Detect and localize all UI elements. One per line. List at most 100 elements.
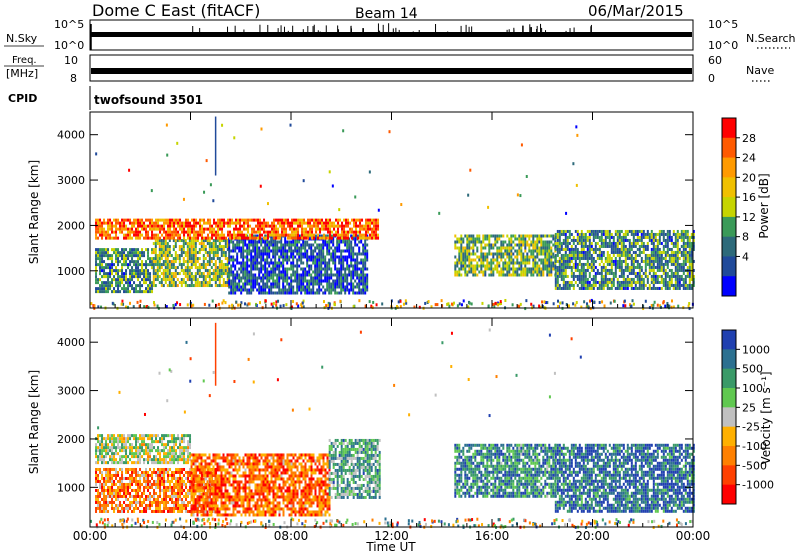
data-cell (177, 224, 180, 228)
data-cell (332, 288, 335, 292)
data-cell (275, 224, 278, 228)
data-cell (341, 230, 344, 234)
data-cell (322, 255, 325, 259)
data-cell (362, 276, 365, 280)
data-cell (107, 227, 110, 231)
data-cell (462, 261, 465, 265)
data-cell (137, 248, 140, 252)
data-cell (688, 277, 691, 281)
data-cell (205, 221, 208, 225)
data-cell (158, 251, 161, 255)
data-cell (460, 246, 463, 250)
data-cell (536, 264, 539, 268)
data-cell (165, 230, 168, 234)
data-cell (542, 261, 545, 265)
data-cell (616, 262, 619, 266)
data-cell (196, 281, 199, 285)
data-cell (180, 245, 183, 249)
data-cell (263, 230, 266, 234)
data-cell (113, 236, 116, 240)
data-cell (564, 235, 567, 239)
data-cell (508, 240, 511, 244)
data-cell (524, 237, 527, 241)
data-cell (658, 256, 661, 260)
data-cell (362, 243, 365, 247)
scatter-cell (588, 299, 591, 303)
data-cell (259, 227, 262, 231)
data-cell (660, 262, 663, 266)
data-cell (217, 236, 220, 240)
data-cell (590, 247, 593, 251)
data-cell (187, 236, 190, 240)
data-cell (117, 485, 120, 489)
data-cell (133, 230, 136, 234)
data-cell (246, 273, 249, 277)
data-cell (117, 473, 120, 477)
data-cell (188, 242, 191, 246)
data-cell (109, 485, 112, 489)
data-cell (678, 235, 681, 239)
data-cell (292, 273, 295, 277)
scatter-cell (652, 303, 655, 307)
data-cell (257, 227, 260, 231)
data-cell (576, 229, 579, 233)
data-cell (660, 265, 663, 269)
data-cell (95, 257, 98, 261)
scatter-cell (172, 303, 175, 307)
data-cell (274, 249, 277, 253)
scatter-cell (333, 302, 336, 306)
data-cell (522, 258, 525, 262)
data-cell (630, 244, 633, 248)
data-cell (474, 267, 477, 271)
data-cell (135, 248, 138, 252)
data-cell (319, 236, 322, 240)
data-cell (646, 232, 649, 236)
data-cell (490, 267, 493, 271)
scatter-cell (623, 299, 626, 303)
data-cell (254, 246, 257, 250)
data-cell (101, 275, 104, 279)
data-cell (462, 240, 465, 244)
scatter-cell (260, 127, 263, 131)
data-cell (582, 256, 585, 260)
data-cell (640, 232, 643, 236)
data-cell (634, 283, 637, 287)
data-cell (682, 256, 685, 260)
scatter-cell (586, 302, 589, 306)
data-cell (153, 221, 156, 225)
data-cell (222, 272, 225, 276)
data-cell (516, 267, 519, 271)
data-cell (330, 252, 333, 256)
data-cell (193, 233, 196, 237)
data-cell (258, 249, 261, 253)
data-cell (371, 233, 374, 237)
data-cell (466, 258, 469, 262)
data-cell (99, 491, 102, 495)
data-cell (125, 467, 128, 471)
data-cell (320, 276, 323, 280)
scatter-cell (574, 303, 577, 307)
data-cell (196, 284, 199, 288)
data-cell (316, 288, 319, 292)
data-cell (236, 258, 239, 262)
data-cell (208, 251, 211, 255)
data-cell (105, 284, 108, 288)
scatter-cell (469, 168, 472, 172)
data-cell (180, 254, 183, 258)
scatter-cell (165, 123, 168, 127)
data-cell (192, 254, 195, 258)
data-cell (656, 277, 659, 281)
data-cell (580, 277, 583, 281)
data-cell (246, 279, 249, 283)
data-cell (137, 221, 140, 225)
data-cell (548, 264, 551, 268)
data-cell (237, 236, 240, 240)
data-cell (275, 230, 278, 234)
data-cell (470, 261, 473, 265)
data-cell (594, 283, 597, 287)
data-cell (616, 238, 619, 242)
data-cell (103, 221, 106, 225)
scatter-cell (532, 304, 535, 308)
data-cell (458, 258, 461, 262)
data-cell (224, 257, 227, 261)
